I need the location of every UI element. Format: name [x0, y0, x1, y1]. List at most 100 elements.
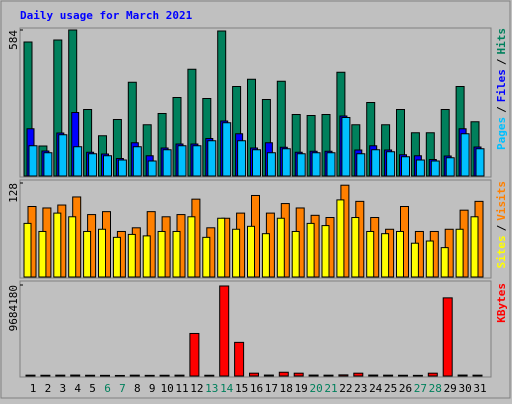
x-tick-label: 15	[235, 382, 248, 395]
bar	[356, 153, 366, 177]
legend: Pages / Files / Hits	[495, 28, 508, 150]
bar	[442, 297, 453, 377]
x-tick-label: 30	[458, 382, 471, 395]
bar	[127, 233, 136, 278]
bar	[457, 374, 468, 377]
bar	[398, 374, 408, 377]
x-tick-label: 8	[134, 382, 141, 395]
bar	[234, 341, 245, 377]
x-tick-label: 24	[369, 382, 383, 395]
bar	[132, 146, 142, 177]
x-tick-label: 12	[190, 382, 203, 395]
bar	[475, 148, 485, 177]
x-tick-label: 29	[444, 382, 457, 395]
bar	[401, 156, 410, 177]
bar	[53, 212, 62, 278]
bar	[261, 233, 270, 278]
bar	[308, 374, 319, 377]
y-tick-label: 9684180	[7, 285, 20, 331]
x-tick-label: 18	[280, 382, 293, 395]
legend-separator: /	[495, 58, 508, 65]
bar	[440, 247, 449, 278]
bar	[68, 216, 77, 278]
x-tick-label: 9	[149, 382, 156, 395]
bar	[157, 230, 166, 278]
bar	[410, 242, 419, 278]
bar	[43, 152, 53, 177]
bar	[247, 225, 255, 278]
bar	[129, 374, 140, 377]
bar	[263, 374, 274, 377]
bar	[83, 230, 92, 278]
bar	[222, 122, 232, 177]
bar	[455, 228, 464, 278]
bar	[73, 146, 83, 177]
bar	[28, 145, 38, 177]
y-tick-label: 584	[7, 30, 20, 50]
bar	[204, 374, 215, 377]
bar	[40, 374, 51, 377]
bar	[58, 134, 68, 177]
bar	[266, 152, 276, 177]
bar	[353, 372, 364, 377]
x-tick-label: 26	[399, 382, 412, 395]
bar	[98, 228, 106, 278]
panel	[19, 280, 492, 378]
bar	[311, 152, 321, 177]
bar	[25, 374, 36, 377]
chart-title: Daily usage for March 2021	[20, 9, 193, 22]
bar	[207, 140, 217, 177]
bar	[281, 148, 291, 177]
bar	[100, 374, 110, 377]
legend-entry: Hits	[495, 28, 508, 55]
bar	[291, 230, 300, 278]
bar	[460, 133, 470, 177]
legend-entry: Files	[495, 69, 508, 102]
bar	[383, 374, 394, 377]
bar	[368, 374, 379, 377]
legend-entry: Pages	[495, 117, 508, 150]
bar	[237, 140, 247, 177]
x-tick-label: 31	[473, 382, 486, 395]
bar	[306, 222, 315, 278]
bar	[430, 160, 440, 177]
legend-entry: Sites	[495, 235, 508, 268]
bar	[232, 228, 241, 278]
x-tick-label: 3	[59, 382, 66, 395]
bar	[159, 374, 170, 377]
bar	[189, 332, 200, 377]
bar	[177, 145, 187, 177]
bar	[55, 374, 66, 377]
bar	[341, 117, 351, 177]
bar	[472, 374, 483, 377]
y-tick-label: 128	[7, 183, 20, 203]
x-tick-label: 4	[74, 382, 81, 395]
bar	[276, 217, 285, 278]
bar	[144, 374, 155, 377]
x-tick-label: 19	[295, 382, 308, 395]
bar	[172, 230, 181, 278]
legend-separator: /	[495, 106, 508, 113]
x-tick-label: 25	[384, 382, 397, 395]
x-tick-label: 6	[104, 382, 111, 395]
bar	[88, 153, 98, 177]
bar	[336, 199, 345, 278]
legend: KBytes	[495, 283, 508, 323]
x-tick-label: 1	[30, 382, 37, 395]
legend-separator: /	[495, 224, 508, 231]
bar	[187, 216, 196, 278]
x-tick-label: 7	[119, 382, 126, 395]
bar	[323, 374, 334, 377]
legend-entry: KBytes	[495, 283, 508, 323]
bar	[174, 374, 185, 377]
bar	[366, 230, 375, 278]
bar	[85, 374, 96, 377]
bar	[112, 236, 121, 278]
bar	[219, 285, 230, 377]
bar	[114, 374, 125, 377]
bar	[396, 230, 404, 278]
bar	[326, 152, 336, 177]
x-tick-label: 2	[45, 382, 52, 395]
